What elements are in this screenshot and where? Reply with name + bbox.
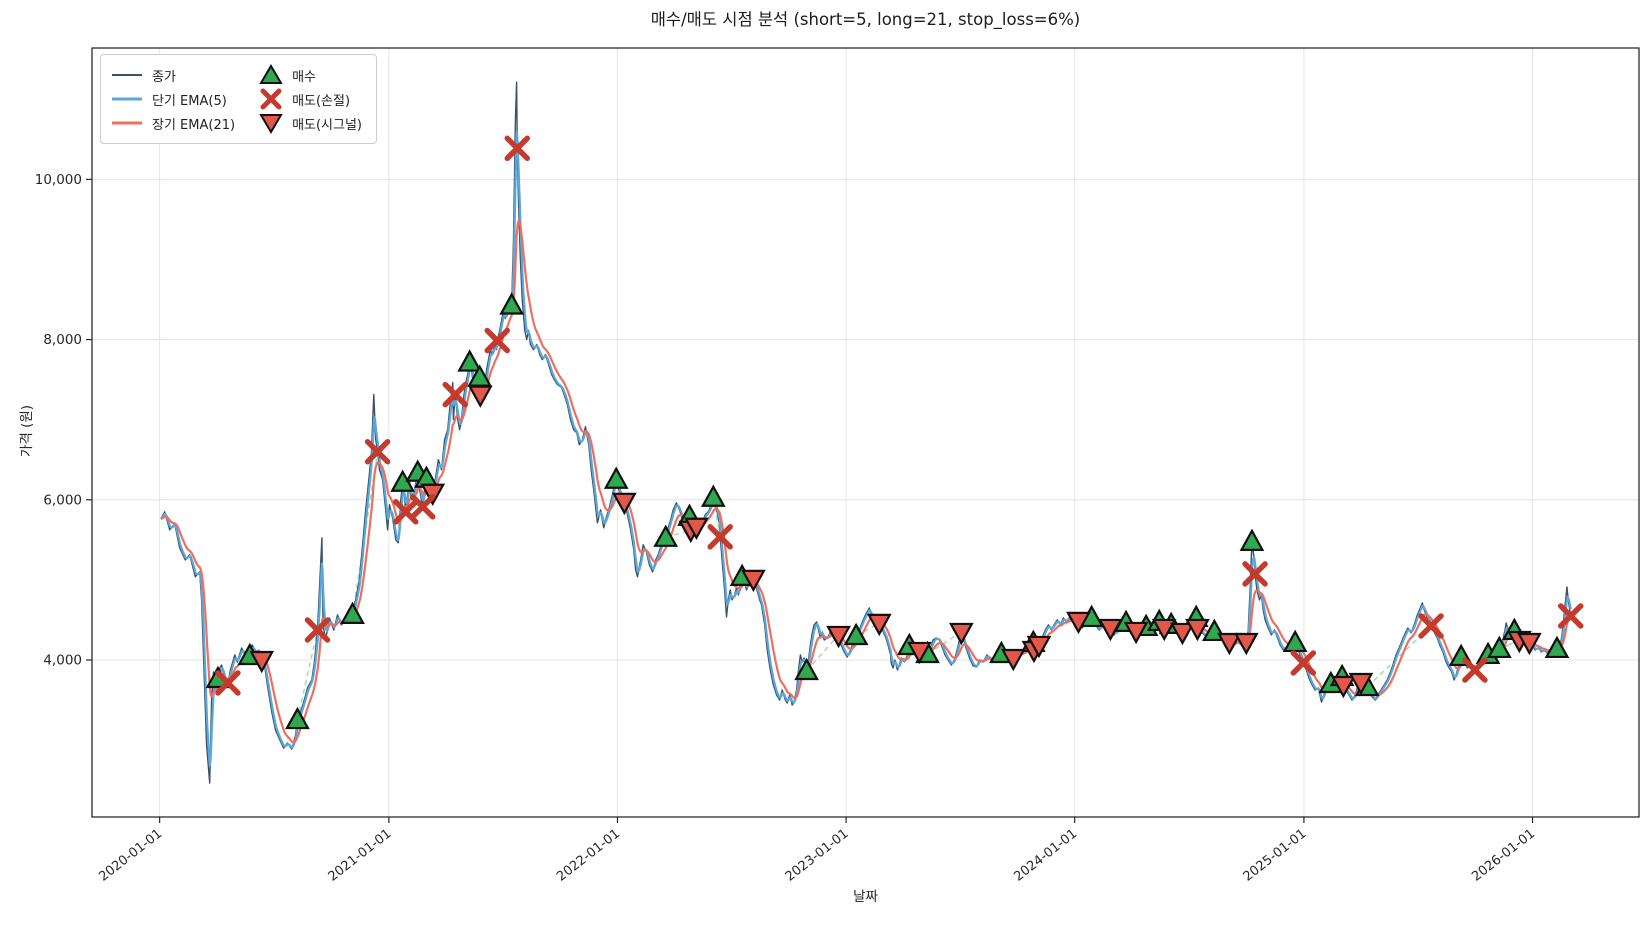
buy-marker xyxy=(1239,528,1265,551)
x-tick-label: 2024-01-01 xyxy=(1011,826,1080,884)
buy-marker xyxy=(794,657,819,681)
stop-loss-marker xyxy=(409,494,436,520)
stop-loss-marker xyxy=(1242,561,1268,587)
legend-item-sell-signal: 매도(시그널) xyxy=(259,111,362,135)
buy-marker xyxy=(1544,635,1570,659)
sell-signal-marker xyxy=(948,622,974,646)
x-tick-label: 2021-01-01 xyxy=(326,826,395,884)
sell-signal-marker xyxy=(1066,611,1091,635)
legend-item-short-ema: 단기 EMA(5) xyxy=(111,87,235,111)
sell-signal-marker xyxy=(467,385,493,408)
sell-signal-marker xyxy=(1185,618,1210,642)
sell-signal-marker xyxy=(1348,672,1374,696)
sell-signal-marker xyxy=(1517,632,1542,656)
stop-loss-marker xyxy=(484,327,510,354)
buy-marker xyxy=(653,524,679,547)
trade-link-line xyxy=(296,629,319,721)
sell-signal-marker xyxy=(1151,618,1177,642)
trade-link-line xyxy=(806,634,840,672)
buy-marker xyxy=(499,292,524,315)
stop-loss-marker xyxy=(1557,603,1584,629)
x-axis-title: 날짜 xyxy=(853,889,878,905)
sell-signal-marker xyxy=(1170,622,1195,646)
stop-loss-marker xyxy=(364,438,391,465)
sell-signal-marker xyxy=(826,625,851,649)
stop-loss-marker xyxy=(1462,657,1488,683)
x-tick-label: 2020-01-01 xyxy=(96,826,165,884)
stop-loss-marker xyxy=(442,381,469,408)
long-ema-line xyxy=(160,219,1572,744)
x-tick-label: 2022-01-01 xyxy=(554,826,623,884)
sell-signal-marker xyxy=(1123,621,1149,645)
stop-loss-marker-icon xyxy=(260,88,282,110)
sell-signal-marker xyxy=(1026,635,1052,659)
legend-item-close: 종가 xyxy=(111,63,235,87)
y-tick-label: 10,000 xyxy=(35,172,82,188)
chart-title: 매수/매도 시점 분석 (short=5, long=21, stop_loss… xyxy=(650,10,1081,29)
stop-loss-marker xyxy=(504,135,531,162)
stop-loss-marker xyxy=(215,670,241,696)
y-tick-label: 6,000 xyxy=(43,492,82,508)
sell-signal-marker xyxy=(1233,632,1259,656)
legend: 종가 단기 EMA(5) 장기 EMA(21) 매수 xyxy=(100,54,378,144)
sell-signal-marker xyxy=(866,613,892,637)
legend-lines-column: 종가 단기 EMA(5) 장기 EMA(21) xyxy=(111,63,235,135)
sell-signal-marker xyxy=(612,492,637,516)
legend-item-buy: 매수 xyxy=(259,63,362,87)
x-tick-label: 2023-01-01 xyxy=(783,826,852,884)
x-tick-label: 2025-01-01 xyxy=(1241,826,1310,884)
short-ema-line-swatch xyxy=(112,97,142,101)
buy-marker xyxy=(285,706,310,730)
buy-marker xyxy=(603,466,629,489)
sell-signal-marker xyxy=(684,517,709,541)
legend-label-close: 종가 xyxy=(152,69,176,85)
buy-marker xyxy=(340,601,365,624)
sell-signal-marker xyxy=(1331,675,1356,699)
close-line-swatch xyxy=(112,74,142,76)
sell-signal-marker xyxy=(1217,632,1242,656)
plot-frame xyxy=(91,47,1640,818)
stop-loss-marker xyxy=(707,524,733,550)
y-axis-title: 가격 (원) xyxy=(19,404,35,458)
y-tick-label: 4,000 xyxy=(43,652,82,668)
legend-label-stop-loss: 매도(손절) xyxy=(292,93,351,109)
legend-label-buy: 매수 xyxy=(292,69,316,85)
legend-markers-column: 매수 매도(손절) 매도(시그널) xyxy=(259,63,362,135)
stop-loss-marker xyxy=(304,617,331,643)
buy-marker xyxy=(1282,629,1308,653)
sell-signal-marker xyxy=(1000,648,1026,672)
legend-item-long-ema: 장기 EMA(21) xyxy=(111,111,235,135)
trade-link-line xyxy=(712,497,721,537)
stop-loss-marker xyxy=(1290,650,1317,676)
buy-marker xyxy=(700,484,726,507)
x-tick-label: 2026-01-01 xyxy=(1469,826,1538,884)
sell-signal-marker xyxy=(1098,618,1123,642)
buy-marker xyxy=(457,349,483,372)
legend-label-sell-signal: 매도(시그널) xyxy=(292,117,363,133)
buy-marker-icon xyxy=(259,64,283,84)
sell-signal-marker xyxy=(741,569,766,593)
y-tick-label: 8,000 xyxy=(43,332,82,348)
legend-item-stop-loss: 매도(손절) xyxy=(259,87,362,111)
long-ema-line-swatch xyxy=(112,121,142,125)
trade-link-line xyxy=(927,631,962,655)
sell-signal-marker xyxy=(906,641,932,665)
legend-label-long-ema: 장기 EMA(21) xyxy=(152,117,236,133)
buy-marker xyxy=(843,622,869,646)
sell-signal-marker-icon xyxy=(259,114,283,134)
legend-label-short-ema: 단기 EMA(5) xyxy=(152,93,227,109)
stop-loss-marker xyxy=(1418,613,1444,639)
buy-marker xyxy=(1486,635,1512,659)
sell-signal-marker xyxy=(249,650,275,674)
